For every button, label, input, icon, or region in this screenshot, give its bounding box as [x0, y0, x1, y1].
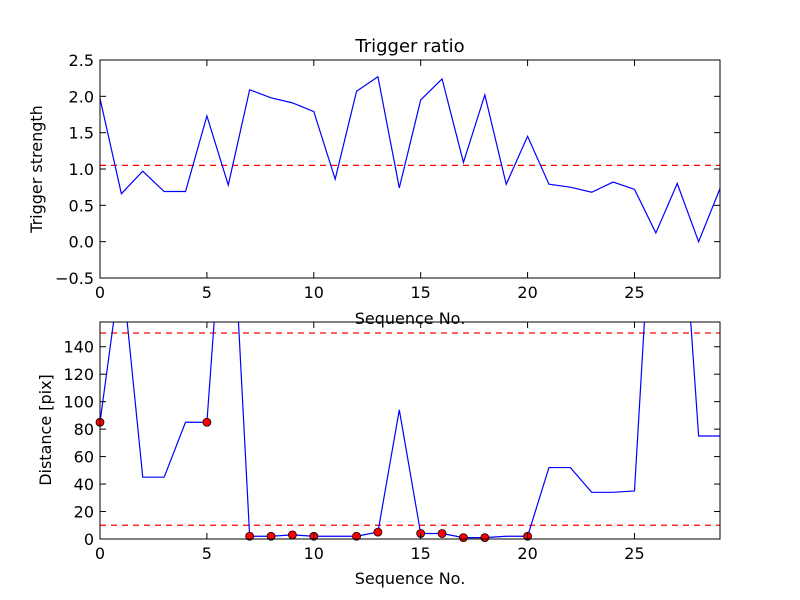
axes-frame — [99, 321, 721, 540]
x-tick-label: 0 — [95, 544, 105, 563]
x-tick-label: 20 — [517, 283, 537, 302]
y-tick-label: 140 — [63, 338, 94, 357]
y-tick-label: 20 — [74, 503, 94, 522]
trigger-ratio-chart: Trigger ratio 0 5 10 15 20 25 −0.5 0.0 0.5 1.0 1.5… — [27, 36, 721, 328]
x-tick-label: 25 — [624, 544, 644, 563]
axes-frame — [99, 59, 721, 279]
data-point-marker — [245, 531, 255, 541]
x-axis-label: Sequence No. — [355, 569, 466, 588]
x-tick-label: 10 — [304, 544, 324, 563]
x-tick-label: 25 — [624, 283, 644, 302]
data-point-marker — [202, 417, 212, 427]
y-tick-label: 1.5 — [69, 124, 94, 143]
series-line — [100, 75, 720, 244]
y-tick-label: 2.5 — [69, 51, 94, 70]
data-point-marker — [352, 531, 361, 541]
y-axis-label: Distance [pix] — [36, 374, 55, 486]
chart-title: Trigger ratio — [354, 36, 464, 57]
y-tick-label: 1.0 — [69, 160, 94, 179]
x-tick-label: 15 — [411, 283, 431, 302]
y-axis-label: Trigger strength — [27, 105, 46, 234]
y-tick-label: 0.0 — [69, 233, 94, 252]
y-tick-label: 40 — [74, 475, 94, 494]
y-tick-label: −0.5 — [55, 269, 94, 288]
y-tick-label: 120 — [63, 365, 94, 384]
x-tick-label: 15 — [411, 544, 431, 563]
data-point-marker — [437, 529, 447, 538]
x-axis-label: Sequence No. — [355, 309, 466, 328]
data-point-marker — [459, 533, 468, 543]
y-tick-label: 60 — [74, 448, 94, 467]
y-tick-label: 100 — [63, 393, 94, 412]
data-point-marker — [266, 531, 276, 541]
y-tick-label: 0.5 — [69, 196, 94, 215]
x-tick-label: 5 — [202, 544, 212, 563]
plot-area: 0 5 10 15 20 25 −0.5 0.0 0.5 1.0 1.5 2.0 2.5 — [55, 51, 721, 302]
data-point-marker — [288, 530, 297, 540]
x-tick-label: 20 — [517, 544, 537, 563]
plot-area: 0 5 10 15 20 25 0 20 40 60 80 100 120 140 — [63, 321, 721, 563]
y-tick-label: 2.0 — [69, 87, 94, 106]
series-line — [100, 322, 720, 539]
x-tick-label: 0 — [95, 283, 105, 302]
data-point-marker — [480, 533, 490, 543]
y-tick-label: 80 — [74, 420, 94, 439]
x-tick-label: 5 — [202, 283, 212, 302]
data-point-marker — [373, 527, 383, 537]
x-tick-label: 10 — [304, 283, 324, 302]
distance-chart: 0 5 10 15 20 25 0 20 40 60 80 100 120 140 Sequence No… — [36, 321, 721, 588]
y-tick-label: 0 — [84, 530, 94, 549]
